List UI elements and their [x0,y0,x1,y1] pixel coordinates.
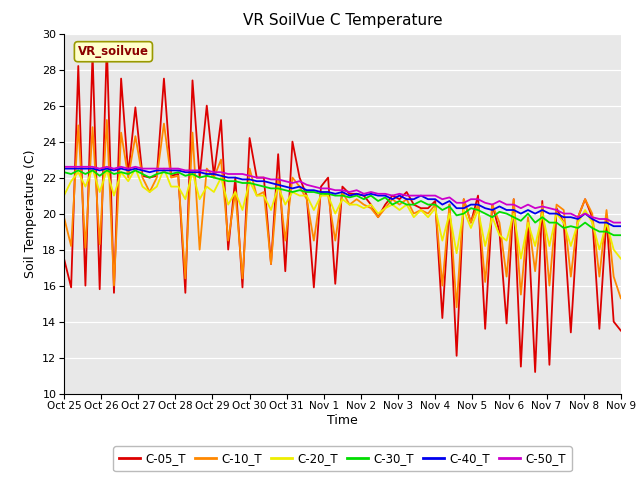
C-05_T [217,117,225,123]
C-20_T [617,256,625,262]
C-20_T [289,189,296,195]
C-30_T [474,207,482,213]
C-20_T [217,175,225,180]
C-30_T [289,189,296,195]
Line: C-05_T: C-05_T [64,45,621,372]
C-05_T [474,192,482,199]
C-10_T [388,196,396,202]
C-05_T [203,103,211,108]
C-05_T [60,256,68,262]
Line: C-10_T: C-10_T [64,120,621,307]
C-20_T [89,166,97,171]
C-40_T [196,169,204,175]
C-20_T [203,184,211,190]
C-40_T [467,202,475,207]
C-40_T [282,184,289,190]
C-10_T [289,175,296,180]
C-20_T [60,192,68,199]
C-40_T [210,171,218,177]
C-50_T [60,164,68,169]
C-10_T [617,295,625,301]
C-40_T [610,223,618,229]
C-50_T [467,196,475,202]
Line: C-50_T: C-50_T [64,167,621,223]
C-30_T [74,168,82,173]
C-40_T [289,185,296,191]
C-30_T [610,232,618,238]
C-05_T [531,369,539,375]
C-50_T [617,220,625,226]
C-05_T [289,139,296,144]
C-10_T [103,117,111,123]
C-10_T [296,184,303,190]
Title: VR SoilVue C Temperature: VR SoilVue C Temperature [243,13,442,28]
Line: C-20_T: C-20_T [64,168,621,259]
C-30_T [217,177,225,182]
C-10_T [452,304,460,310]
C-50_T [289,180,296,186]
C-10_T [481,279,489,285]
C-50_T [381,191,389,197]
C-10_T [203,166,211,171]
C-40_T [617,223,625,229]
C-50_T [196,168,204,173]
C-30_T [203,173,211,179]
C-50_T [610,220,618,226]
C-20_T [296,192,303,199]
Line: C-30_T: C-30_T [64,170,621,235]
C-40_T [60,166,68,171]
C-05_T [617,328,625,334]
Legend: C-05_T, C-10_T, C-20_T, C-30_T, C-40_T, C-50_T: C-05_T, C-10_T, C-20_T, C-30_T, C-40_T, … [113,446,572,471]
C-05_T [388,192,396,199]
C-30_T [60,169,68,175]
C-40_T [381,192,389,199]
C-30_T [388,202,396,207]
C-20_T [517,256,525,262]
Y-axis label: Soil Temperature (C): Soil Temperature (C) [24,149,36,278]
C-20_T [474,207,482,213]
C-50_T [210,169,218,175]
C-05_T [103,42,111,48]
C-05_T [296,175,303,180]
C-30_T [296,187,303,193]
C-10_T [217,156,225,162]
Text: VR_soilvue: VR_soilvue [78,45,149,58]
C-20_T [388,202,396,207]
Line: C-40_T: C-40_T [64,168,621,226]
C-30_T [617,232,625,238]
X-axis label: Time: Time [327,414,358,427]
C-50_T [282,178,289,184]
C-10_T [60,214,68,220]
